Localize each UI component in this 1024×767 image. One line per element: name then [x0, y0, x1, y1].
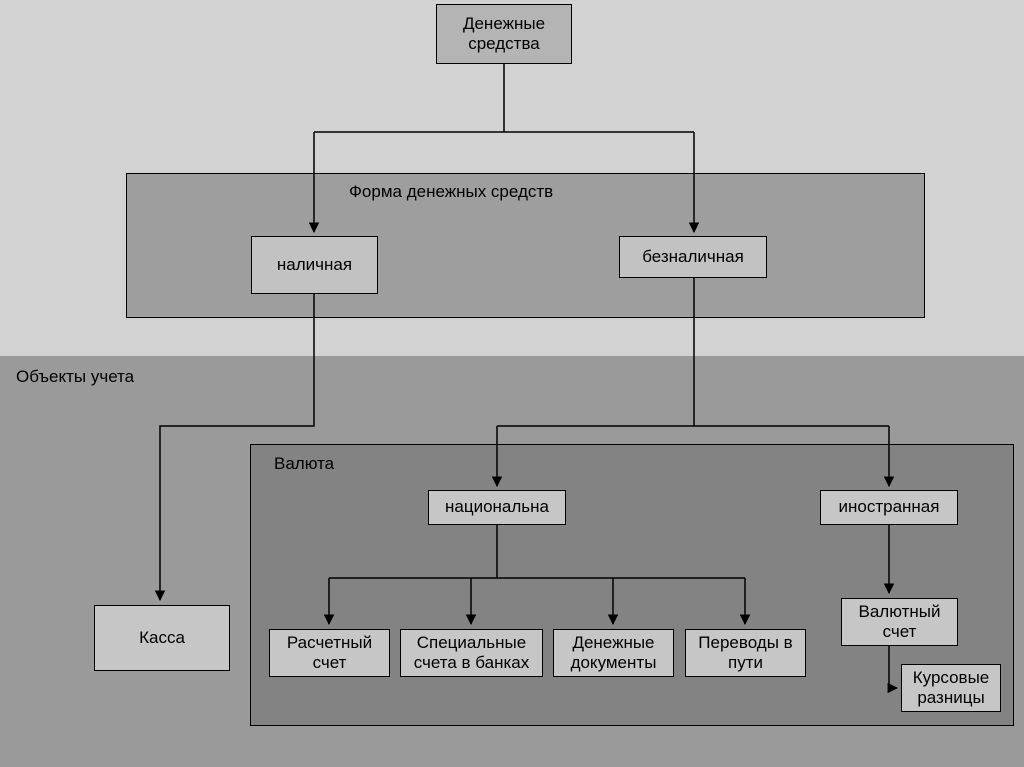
- node-foreign-label: иностранная: [839, 497, 940, 517]
- node-root-label: Денежныесредства: [463, 14, 545, 55]
- node-docs: Денежныедокументы: [553, 629, 674, 677]
- node-kassa-label: Касса: [139, 628, 185, 648]
- node-cash-label: наличная: [277, 255, 352, 275]
- node-kurs-label: Курсовыеразницы: [913, 668, 990, 709]
- node-valacct: Валютныйсчет: [841, 598, 958, 646]
- node-transfer: Переводы впути: [685, 629, 806, 677]
- node-rs-label: Расчетныйсчет: [287, 633, 372, 674]
- node-foreign: иностранная: [820, 490, 958, 525]
- container-valuta: [250, 444, 1014, 726]
- node-noncash-label: безналичная: [642, 247, 744, 267]
- node-cash: наличная: [251, 236, 378, 294]
- node-noncash: безналичная: [619, 236, 767, 278]
- node-spec-label: Специальныесчета в банках: [414, 633, 530, 674]
- node-rs: Расчетныйсчет: [269, 629, 390, 677]
- node-docs-label: Денежныедокументы: [571, 633, 657, 674]
- container-form-label: Форма денежных средств: [349, 182, 553, 202]
- section-label: Объекты учета: [16, 367, 134, 387]
- node-transfer-label: Переводы впути: [698, 633, 792, 674]
- node-kassa: Касса: [94, 605, 230, 671]
- node-national: национальна: [428, 490, 566, 525]
- container-valuta-label: Валюта: [274, 454, 334, 474]
- node-root: Денежныесредства: [436, 4, 572, 64]
- node-spec: Специальныесчета в банках: [400, 629, 543, 677]
- node-kurs: Курсовыеразницы: [901, 664, 1001, 712]
- node-national-label: национальна: [445, 497, 549, 517]
- node-valacct-label: Валютныйсчет: [859, 602, 941, 643]
